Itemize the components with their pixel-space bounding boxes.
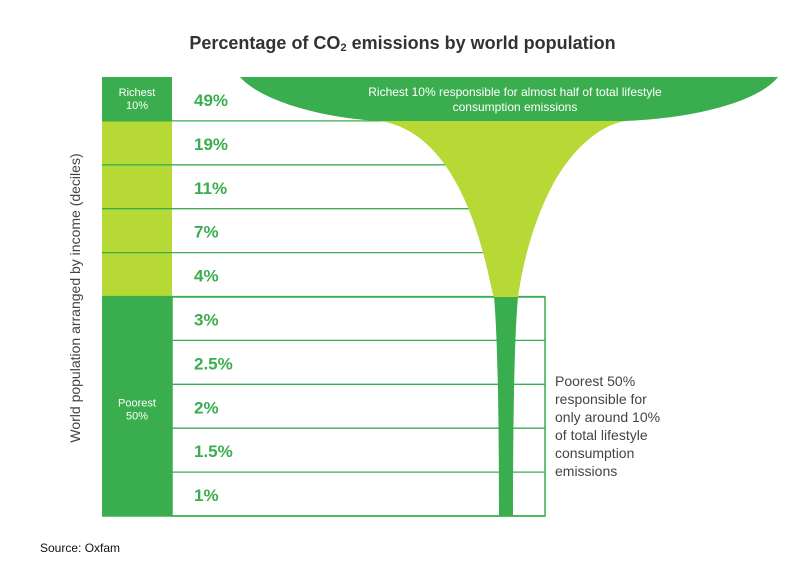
value-label: 1% bbox=[194, 486, 219, 505]
value-label: 11% bbox=[194, 179, 227, 198]
group-band-4 bbox=[102, 208, 172, 254]
group-label-line1: Poorest bbox=[118, 398, 156, 410]
value-label: 19% bbox=[194, 135, 228, 154]
group-band-7 bbox=[102, 340, 172, 385]
group-label-line1: Richest bbox=[119, 87, 156, 99]
glass-stem bbox=[494, 297, 518, 516]
group-label-line2: 50% bbox=[126, 411, 148, 423]
value-label: 2.5% bbox=[194, 354, 233, 373]
value-label: 49% bbox=[194, 91, 228, 110]
poorest-annotation-line: emissions bbox=[555, 463, 618, 479]
value-label: 7% bbox=[194, 223, 219, 242]
poorest-annotation-line: responsible for bbox=[555, 391, 647, 407]
group-band-10 bbox=[102, 472, 172, 517]
group-band-5 bbox=[102, 252, 172, 297]
rich-annotation-line1: Richest 10% responsible for almost half … bbox=[368, 85, 662, 99]
glass-bowl-top-dark bbox=[240, 77, 778, 121]
source-note: Source: Oxfam bbox=[40, 541, 121, 555]
value-label: 1.5% bbox=[194, 442, 233, 461]
group-band-8 bbox=[102, 384, 172, 429]
value-label: 3% bbox=[194, 311, 219, 330]
poorest-annotation-line: Poorest 50% bbox=[555, 373, 636, 389]
poorest-annotation-line: only around 10% bbox=[555, 409, 661, 425]
group-band-9 bbox=[102, 428, 172, 473]
group-label-line2: 10% bbox=[126, 100, 148, 112]
rich-annotation-line2: consumption emissions bbox=[453, 100, 578, 114]
group-band-3 bbox=[102, 164, 172, 210]
group-band-2 bbox=[102, 120, 172, 166]
value-label: 4% bbox=[194, 267, 219, 286]
poorest-annotation-line: consumption bbox=[555, 445, 635, 461]
value-label: 2% bbox=[194, 398, 219, 417]
poorest-annotation: Poorest 50% responsible for only around 10… bbox=[555, 372, 715, 480]
chart-title: Percentage of CO2 emissions by world pop… bbox=[189, 33, 616, 54]
group-band-1 bbox=[102, 77, 172, 122]
poorest-box-outline bbox=[171, 296, 546, 517]
poorest-annotation-line: of total lifestyle bbox=[555, 427, 648, 443]
group-band-6 bbox=[102, 296, 172, 341]
glass-bowl-light bbox=[380, 121, 625, 297]
